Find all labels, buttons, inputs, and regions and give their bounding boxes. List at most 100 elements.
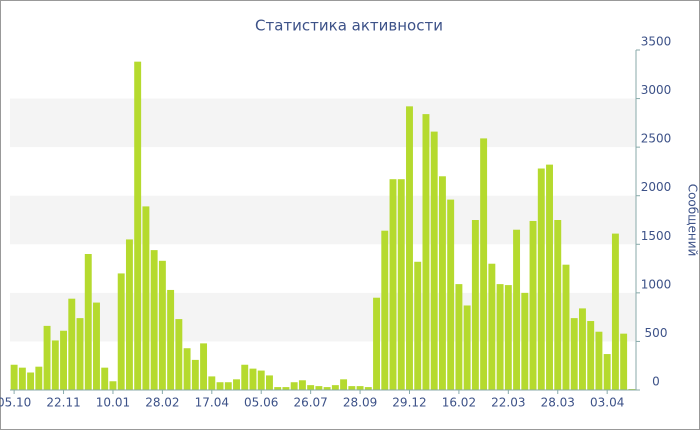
bar: [158, 260, 166, 390]
bar: [389, 179, 397, 390]
bar: [167, 289, 175, 390]
bar: [224, 382, 232, 390]
bar: [406, 106, 413, 390]
bar: [603, 354, 611, 390]
x-tick-label: 05.10: [0, 396, 31, 410]
bar: [200, 343, 208, 390]
bar: [348, 386, 356, 390]
bar: [504, 285, 512, 390]
x-tick-label: 26.07: [293, 396, 327, 410]
y-tick-label: 1000: [641, 277, 672, 291]
bar: [60, 330, 67, 390]
bar: [233, 379, 240, 390]
x-tick-label: 28.03: [541, 396, 575, 410]
bar: [142, 206, 150, 390]
bar: [290, 382, 298, 390]
bar: [537, 168, 545, 390]
x-tick-label: 29.12: [392, 396, 426, 410]
bar: [93, 302, 100, 390]
bar: [298, 380, 306, 390]
bar: [76, 318, 84, 390]
bar: [447, 199, 455, 390]
bar: [43, 325, 51, 390]
bar: [68, 298, 76, 390]
bar: [315, 386, 323, 390]
grid-band: [10, 98, 636, 148]
bar: [422, 114, 430, 390]
x-tick-label: 28.09: [343, 396, 377, 410]
bar: [266, 375, 273, 390]
bar: [595, 331, 603, 390]
bar: [620, 333, 628, 390]
bar: [175, 319, 183, 390]
bar: [109, 381, 117, 390]
y-axis-title: Сообщений: [686, 184, 700, 257]
y-tick-label: 1500: [641, 229, 672, 243]
bar: [562, 264, 570, 390]
bar: [208, 376, 216, 390]
bar: [356, 386, 364, 390]
y-tick-label: 2000: [641, 180, 672, 194]
bar: [579, 308, 586, 390]
bar: [274, 387, 282, 390]
x-tick-label: 28.02: [145, 396, 179, 410]
x-tick-label: 22.11: [46, 396, 80, 410]
bar: [529, 220, 537, 390]
bar: [546, 164, 553, 390]
bar: [364, 387, 372, 390]
bar: [488, 263, 496, 390]
bar: [191, 359, 199, 390]
bar: [323, 387, 331, 390]
bar: [18, 367, 26, 390]
bar: [241, 364, 249, 390]
bar: [480, 138, 488, 390]
bar: [183, 348, 191, 390]
bar: [10, 364, 18, 390]
bar: [381, 230, 389, 390]
bar: [373, 297, 380, 390]
y-tick-label: 0: [652, 375, 660, 389]
bar: [513, 229, 521, 390]
bar: [496, 284, 504, 390]
bar: [430, 131, 438, 390]
x-tick-label: 17.04: [195, 396, 229, 410]
bar: [101, 367, 109, 390]
bar: [150, 250, 158, 390]
bar: [51, 340, 59, 390]
bar: [84, 254, 92, 390]
bar: [438, 176, 446, 390]
bar: [587, 321, 595, 390]
bar: [471, 220, 479, 390]
bar: [455, 284, 463, 390]
bar: [340, 379, 348, 390]
bar: [216, 382, 224, 390]
bar: [331, 385, 339, 390]
y-tick-label: 500: [645, 326, 668, 340]
x-tick-label: 03.04: [590, 396, 624, 410]
bar: [611, 233, 619, 390]
x-tick-label: 22.03: [491, 396, 525, 410]
bar: [35, 366, 43, 390]
bar: [125, 239, 133, 390]
bar: [282, 387, 290, 390]
bar: [554, 220, 562, 390]
bar: [570, 318, 578, 390]
bar: [307, 385, 315, 390]
y-tick-label: 2500: [641, 132, 672, 146]
bar: [134, 61, 142, 391]
bar: [463, 305, 471, 390]
y-tick-label: 3000: [641, 83, 672, 97]
y-tick-label: 3500: [641, 35, 672, 49]
bar: [249, 368, 257, 390]
x-tick-label: 10.01: [96, 396, 130, 410]
x-tick-label: 16.02: [442, 396, 476, 410]
bar: [397, 179, 405, 390]
x-tick-label: 05.06: [244, 396, 278, 410]
bar: [414, 261, 422, 390]
bar: [521, 292, 529, 390]
bar: [27, 372, 35, 390]
bar: [257, 370, 265, 390]
chart-title: Статистика активности: [255, 17, 443, 35]
bar: [117, 273, 125, 390]
